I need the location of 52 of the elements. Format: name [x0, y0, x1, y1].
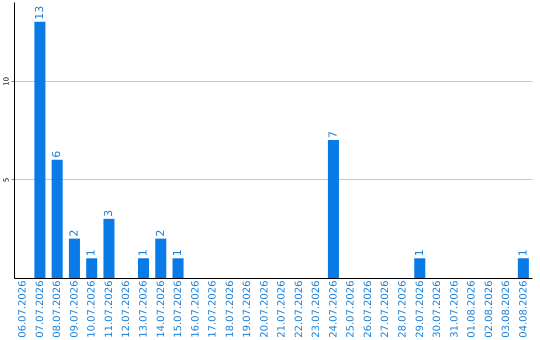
data-label: 2 — [67, 230, 80, 237]
x-tick-label: 06.07.2026 — [18, 280, 29, 338]
x-tick-label: 04.08.2026 — [518, 280, 530, 338]
bar — [328, 140, 339, 278]
bar — [34, 22, 46, 278]
data-label: 1 — [171, 249, 184, 256]
x-tick-label: 13.07.2026 — [138, 280, 150, 338]
data-label: 6 — [50, 150, 64, 158]
x-tick-label: 12.07.2026 — [121, 280, 132, 338]
data-label: 1 — [516, 249, 530, 256]
x-tick-label: 08.07.2026 — [52, 280, 64, 338]
bar — [103, 218, 114, 278]
bar — [414, 258, 426, 278]
x-tick-label: 03.08.2026 — [501, 280, 512, 338]
data-label: 13 — [32, 6, 46, 20]
x-tick-label: 30.07.2026 — [432, 280, 444, 338]
x-tick-label: 20.07.2026 — [259, 280, 270, 338]
x-tick-label: 31.07.2026 — [449, 280, 460, 338]
x-tick-label: 29.07.2026 — [414, 280, 426, 338]
bar — [68, 238, 80, 278]
bar — [138, 258, 150, 278]
x-tick-label: 28.07.2026 — [398, 280, 408, 338]
x-tick-label: 10.07.2026 — [86, 280, 98, 338]
x-tick-label: 07.07.2026 — [34, 280, 46, 338]
x-tick-label: 18.07.2026 — [224, 280, 236, 338]
data-label: 3 — [102, 210, 115, 217]
data-label: 1 — [84, 249, 98, 256]
data-label: 1 — [412, 249, 426, 256]
x-tick-label: 27.07.2026 — [380, 280, 392, 338]
x-tick-label: 16.07.2026 — [190, 280, 202, 338]
x-tick-label: 22.07.2026 — [294, 280, 305, 338]
x-tick-label: 15.07.2026 — [173, 280, 184, 338]
x-tick-label: 11.07.2026 — [104, 280, 115, 338]
x-tick-label: 14.07.2026 — [156, 280, 167, 338]
data-label: 2 — [154, 230, 167, 237]
bar — [155, 238, 166, 278]
bar — [172, 258, 184, 278]
data-label: 1 — [136, 249, 150, 256]
bar — [86, 258, 98, 278]
x-tick-label: 09.07.2026 — [69, 280, 80, 338]
bar — [52, 160, 63, 278]
data-label: 7 — [326, 131, 340, 138]
x-tick-label: 26.07.2026 — [362, 280, 374, 338]
x-tick-label: 21.07.2026 — [276, 280, 288, 338]
x-tick-label: 24.07.2026 — [328, 280, 340, 338]
x-tick-label: 23.07.2026 — [311, 280, 322, 338]
bar — [518, 258, 529, 278]
x-tick-label: 17.07.2026 — [208, 280, 219, 338]
x-tick-label: 19.07.2026 — [242, 280, 254, 338]
x-tick-label: 01.08.2026 — [466, 280, 478, 338]
x-tick-label: 02.08.2026 — [484, 280, 495, 338]
x-tick-label: 25.07.2026 — [346, 280, 357, 338]
